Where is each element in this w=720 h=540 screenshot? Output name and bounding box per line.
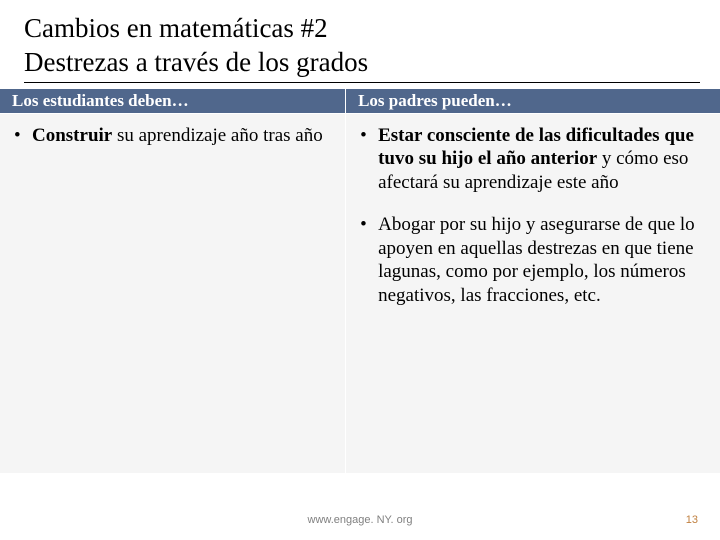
- page-number: 13: [686, 514, 698, 526]
- cell-parents: Estar consciente de las dificultades que…: [346, 113, 720, 473]
- parents-bullet-2: Abogar por su hijo y asegurarse de que l…: [360, 213, 706, 308]
- col-header-students: Los estudiantes deben…: [0, 89, 346, 114]
- table-header-row: Los estudiantes deben… Los padres pueden…: [0, 89, 720, 114]
- content-table: Los estudiantes deben… Los padres pueden…: [0, 89, 720, 474]
- students-bullet-1: Construir su aprendizaje año tras año: [14, 124, 331, 148]
- parents-bullet-list: Estar consciente de las dificultades que…: [360, 124, 706, 308]
- title-line-1: Cambios en matemáticas #2: [24, 12, 700, 46]
- parents-bullet-1: Estar consciente de las dificultades que…: [360, 124, 706, 195]
- students-bullet-1-bold: Construir: [32, 125, 112, 146]
- cell-students: Construir su aprendizaje año tras año: [0, 113, 346, 473]
- footer-url: www.engage. NY. org: [0, 514, 720, 526]
- title-line-2: Destrezas a través de los grados: [24, 46, 700, 80]
- students-bullet-list: Construir su aprendizaje año tras año: [14, 124, 331, 148]
- title-underline: [24, 82, 700, 83]
- col-header-parents: Los padres pueden…: [346, 89, 720, 114]
- content-table-wrap: Los estudiantes deben… Los padres pueden…: [0, 89, 720, 474]
- slide-title-block: Cambios en matemáticas #2 Destrezas a tr…: [0, 0, 720, 89]
- table-row: Construir su aprendizaje año tras año Es…: [0, 113, 720, 473]
- students-bullet-1-rest: su aprendizaje año tras año: [112, 125, 323, 146]
